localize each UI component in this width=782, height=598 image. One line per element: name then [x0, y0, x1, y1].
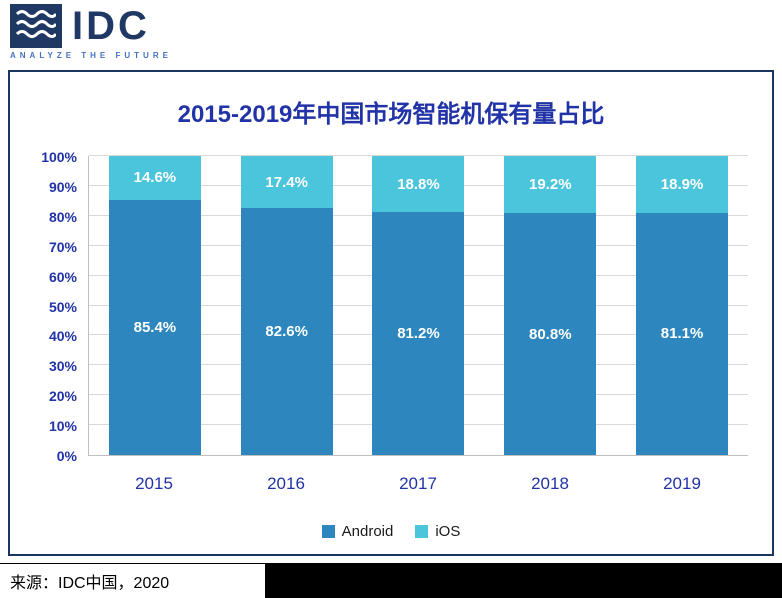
y-axis-tick-label: 10%	[48, 418, 77, 435]
x-axis: 2015 2016 2017 2018 2019	[88, 470, 748, 498]
idc-logo-mark	[10, 4, 62, 48]
idc-logo: IDC	[10, 4, 172, 48]
bar-value-label: 81.1%	[660, 325, 704, 343]
bars: 14.6% 85.4% 17.4% 82.6% 18.8% 81.2% 19.2% 80.8%…	[89, 156, 748, 455]
bar-segment-ios: 18.8%	[372, 156, 465, 213]
x-axis-label: 2015	[135, 474, 173, 493]
chart-title: 2015-2019年中国市场智能机保有量占比	[177, 101, 605, 128]
x-axis-label: 2017	[399, 474, 437, 493]
y-axis-tick-label: 20%	[48, 388, 77, 405]
bar-value-label: 18.8%	[397, 175, 440, 193]
header: IDC ANALYZE THE FUTURE	[10, 4, 172, 60]
legend-label: Android	[341, 523, 394, 540]
x-axis-label: 2016	[267, 474, 305, 493]
source-text: 来源：IDC中国，2020	[0, 563, 265, 598]
bar-value-label: 14.6%	[133, 169, 177, 187]
bar-2015: 14.6% 85.4%	[108, 156, 201, 455]
bottom-strip: 来源：IDC中国，2020	[0, 563, 782, 598]
bar-2018: 19.2% 80.8%	[504, 156, 597, 455]
y-axis-tick-label: 100%	[41, 149, 77, 165]
y-axis-tick-label: 50%	[48, 298, 77, 315]
x-axis-label: 2019	[663, 474, 701, 493]
y-axis-tick-label: 0%	[56, 448, 77, 464]
bar-value-label: 80.8%	[529, 325, 572, 343]
waves-icon	[15, 8, 58, 45]
bar-segment-android: 85.4%	[108, 199, 201, 455]
bar-value-label: 85.4%	[133, 318, 177, 336]
idc-tagline: ANALYZE THE FUTURE	[10, 51, 172, 60]
chart-panel: 2015-2019年中国市场智能机保有量占比 14.6% 85.4% 17.4% 82…	[8, 70, 774, 556]
bar-value-label: 19.2%	[529, 176, 572, 194]
bar-2019: 18.9% 81.1%	[636, 156, 729, 455]
y-axis-tick-label: 70%	[48, 238, 77, 255]
y-axis-tick-label: 90%	[48, 178, 77, 195]
y-axis-tick-label: 30%	[48, 358, 77, 375]
legend-item-ios: iOS	[415, 523, 460, 540]
bar-segment-android: 80.8%	[504, 213, 597, 455]
bar-2016: 17.4% 82.6%	[240, 156, 333, 455]
legend-label: iOS	[435, 523, 461, 540]
idc-logo-text: IDC	[72, 4, 150, 48]
x-axis-label: 2018	[531, 474, 569, 493]
bar-segment-ios: 19.2%	[504, 156, 597, 214]
y-axis-tick-label: 60%	[48, 268, 77, 285]
bar-segment-android: 81.1%	[636, 212, 729, 455]
legend-swatch	[415, 525, 429, 538]
y-axis-tick-label: 40%	[48, 328, 77, 345]
bar-value-label: 81.2%	[397, 325, 440, 343]
legend-item-android: Android	[321, 523, 394, 540]
bar-segment-ios: 14.6%	[108, 156, 201, 200]
y-axis-tick-label: 80%	[48, 208, 77, 225]
bar-value-label: 82.6%	[265, 323, 308, 340]
legend: Android iOS	[10, 523, 772, 540]
bar-value-label: 17.4%	[265, 173, 308, 191]
bar-segment-ios: 18.9%	[636, 156, 729, 213]
bar-2017: 18.8% 81.2%	[372, 156, 465, 455]
black-bar	[265, 563, 782, 598]
plot-area: 14.6% 85.4% 17.4% 82.6% 18.8% 81.2% 19.2% 80.8%…	[41, 149, 748, 464]
bar-value-label: 18.9%	[660, 175, 704, 193]
bar-segment-ios: 17.4%	[240, 156, 333, 209]
bar-segment-android: 82.6%	[240, 208, 333, 455]
bar-segment-android: 81.2%	[372, 212, 465, 455]
legend-swatch	[321, 525, 335, 538]
gridline	[89, 155, 748, 156]
